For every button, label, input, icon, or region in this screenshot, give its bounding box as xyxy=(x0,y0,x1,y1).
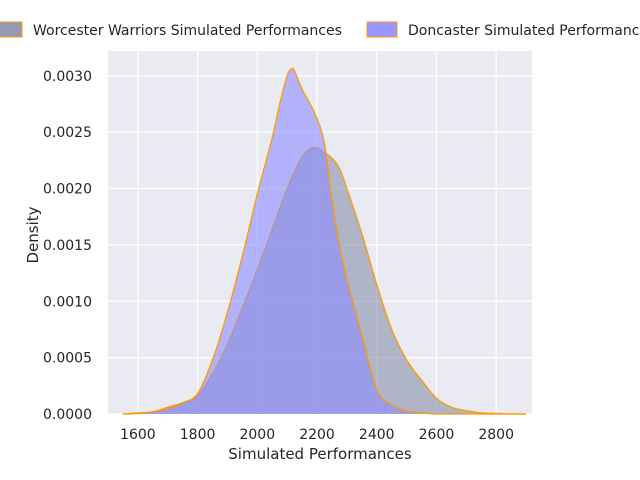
x-tick-label: 2000 xyxy=(239,427,275,443)
y-tick-label: 0.0015 xyxy=(43,238,92,254)
legend-label-worcester: Worcester Warriors Simulated Performance… xyxy=(33,23,342,39)
x-tick-label: 2600 xyxy=(419,427,455,443)
y-tick-label: 0.0000 xyxy=(43,407,92,423)
x-tick-label: 2200 xyxy=(299,427,335,443)
y-axis-ticks: 0.0000 0.0005 0.0010 0.0015 0.0020 0.0025 0.00… xyxy=(43,69,92,423)
x-tick-label: 2800 xyxy=(478,427,514,443)
x-tick-label: 2400 xyxy=(359,427,395,443)
x-axis-ticks: 1600 1800 2000 2200 2400 2600 2800 xyxy=(120,427,514,443)
y-tick-label: 0.0025 xyxy=(43,125,92,141)
y-tick-label: 0.0010 xyxy=(43,294,92,310)
legend-swatch-worcester xyxy=(0,21,23,38)
density-outline-1 xyxy=(122,67,527,415)
legend-label-doncaster: Doncaster Simulated Performances xyxy=(408,23,640,39)
x-tick-label: 1800 xyxy=(180,427,216,443)
x-axis-label: Simulated Performances xyxy=(228,445,412,463)
density-areas xyxy=(122,67,527,415)
y-tick-label: 0.0020 xyxy=(43,182,92,198)
legend-swatch-doncaster xyxy=(366,21,398,38)
density-fill-1 xyxy=(122,68,527,415)
y-tick-label: 0.0030 xyxy=(43,69,92,85)
y-tick-label: 0.0005 xyxy=(43,351,92,367)
y-axis-label: Density xyxy=(24,206,42,263)
legend: Worcester Warriors Simulated Performance… xyxy=(0,21,640,39)
x-tick-label: 1600 xyxy=(120,427,156,443)
